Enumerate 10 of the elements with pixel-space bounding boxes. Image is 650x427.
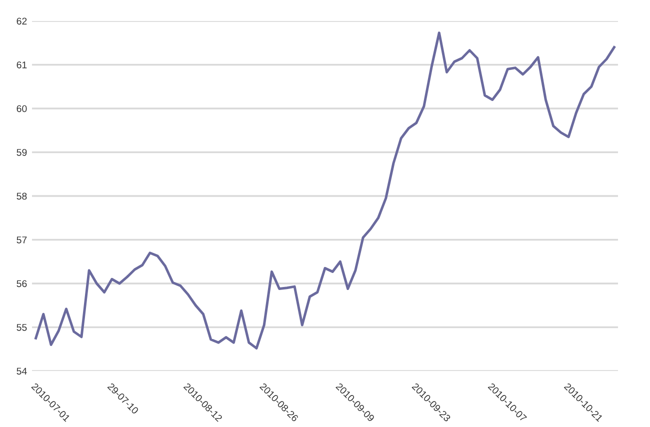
y-tick-label: 59	[16, 148, 27, 156]
y-tick-label: 58	[16, 192, 27, 200]
y-tick-label: 62	[16, 18, 27, 25]
y-tick-label: 57	[16, 236, 27, 244]
y-tick-label: 61	[16, 61, 27, 68]
y-tick-label: 60	[16, 105, 27, 112]
y-tick-label: 56	[16, 280, 27, 288]
line-series	[34, 32, 616, 350]
y-tick-label: 55	[16, 324, 27, 331]
y-tick-label: 54	[16, 368, 27, 375]
